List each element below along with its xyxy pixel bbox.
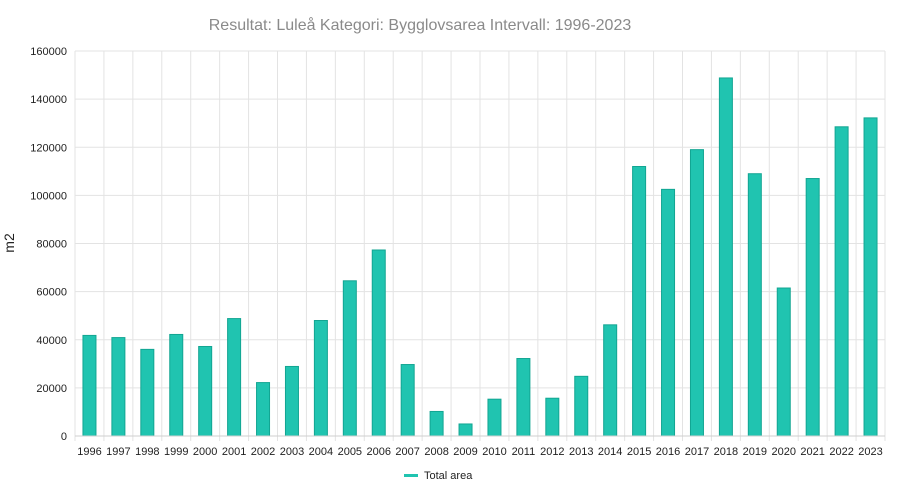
bar-2023[interactable] [863, 117, 878, 437]
bar-2018[interactable] [718, 77, 733, 437]
y-tick-label: 100000 [30, 190, 67, 202]
x-tick-label: 2022 [829, 446, 853, 458]
y-tick-label: 40000 [36, 335, 67, 347]
chart-title: Resultat: Luleå Kategori: Bygglovsarea I… [209, 16, 632, 34]
bar-2019[interactable] [747, 173, 762, 437]
bar-2001[interactable] [227, 318, 242, 437]
x-tick-label: 2003 [280, 446, 304, 458]
bar-2017[interactable] [689, 149, 704, 437]
x-tick-label: 2006 [367, 446, 391, 458]
grid-layer [74, 50, 886, 441]
bar-2013[interactable] [574, 375, 589, 437]
legend[interactable]: Total area [404, 470, 473, 482]
x-tick-label: 2013 [569, 446, 593, 458]
bar-2009[interactable] [458, 423, 473, 437]
x-tick-label: 2016 [656, 446, 680, 458]
x-tick-label: 2011 [512, 446, 536, 458]
x-tick-label: 2020 [772, 446, 796, 458]
x-tick-label: 1997 [106, 446, 130, 458]
x-tick-label: 1999 [164, 446, 188, 458]
bar-2011[interactable] [516, 358, 531, 437]
bar-2004[interactable] [313, 320, 328, 437]
x-tick-label: 2015 [627, 446, 651, 458]
bar-2020[interactable] [776, 287, 791, 437]
bar-2007[interactable] [400, 364, 415, 437]
bar-2021[interactable] [805, 178, 820, 437]
bar-2016[interactable] [661, 188, 676, 437]
x-tick-label: 2000 [193, 446, 217, 458]
bar-1999[interactable] [169, 333, 184, 437]
x-tick-label: 2002 [251, 446, 275, 458]
bar-2005[interactable] [342, 280, 357, 437]
y-tick-label: 160000 [30, 46, 67, 58]
x-tick-label: 2017 [685, 446, 709, 458]
bar-2010[interactable] [487, 398, 502, 437]
x-tick-label: 2007 [395, 446, 419, 458]
x-tick-label: 2023 [858, 446, 882, 458]
x-tick-label: 2012 [540, 446, 564, 458]
bar-2003[interactable] [284, 365, 299, 437]
x-tick-label: 2001 [222, 446, 246, 458]
y-tick-label: 120000 [30, 142, 67, 154]
x-tick-label: 2010 [482, 446, 506, 458]
bar-2002[interactable] [256, 382, 271, 437]
y-tick-label: 0 [61, 431, 67, 443]
x-tick-label: 1998 [135, 446, 159, 458]
bar-2006[interactable] [371, 249, 386, 437]
x-tick-label: 2019 [743, 446, 767, 458]
bar-1997[interactable] [111, 337, 126, 437]
axis-layer: 0 20000 40000 60000 80000 100000 120000 140000 1… [30, 46, 885, 458]
x-tick-label: 2021 [800, 446, 824, 458]
y-tick-label: 80000 [36, 239, 67, 251]
bar-2015[interactable] [632, 166, 647, 437]
x-tick-label: 2008 [424, 446, 448, 458]
y-axis-label: m2 [1, 233, 17, 253]
legend-swatch [404, 474, 418, 477]
bars-layer [82, 77, 878, 437]
x-tick-label: 2004 [309, 446, 333, 458]
x-tick-label: 2014 [598, 446, 622, 458]
bar-2022[interactable] [834, 126, 849, 437]
y-tick-label: 60000 [36, 287, 67, 299]
bar-2008[interactable] [429, 410, 444, 437]
bar-1996[interactable] [82, 334, 97, 437]
bar-2014[interactable] [603, 324, 618, 437]
y-tick-label: 140000 [30, 94, 67, 106]
x-tick-label: 2005 [338, 446, 362, 458]
bar-1998[interactable] [140, 348, 155, 437]
x-tick-label: 2018 [714, 446, 738, 458]
x-tick-label: 1996 [77, 446, 101, 458]
x-tick-label: 2009 [453, 446, 477, 458]
legend-label: Total area [424, 470, 473, 482]
bar-2012[interactable] [545, 397, 560, 437]
y-tick-label: 20000 [36, 383, 67, 395]
bar-2000[interactable] [198, 345, 213, 437]
